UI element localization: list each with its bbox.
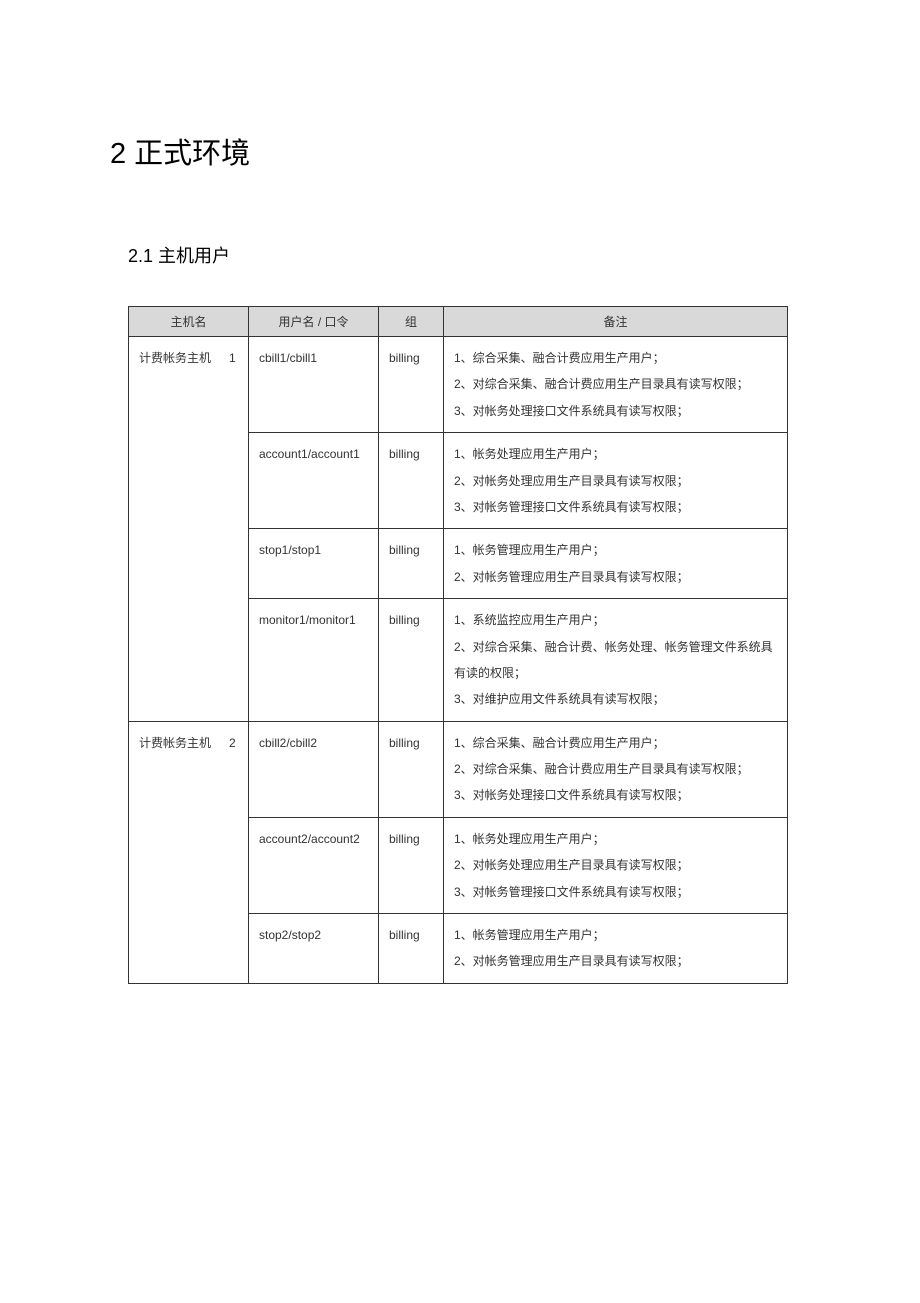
cell-group: billing — [379, 914, 444, 984]
cell-user: monitor1/monitor1 — [249, 599, 379, 722]
cell-remark: 1、系统监控应用生产用户；2、对综合采集、融合计费、帐务处理、帐务管理文件系统具… — [444, 599, 788, 722]
cell-group: billing — [379, 433, 444, 529]
table-header-row: 主机名 用户名 / 口令 组 备注 — [129, 307, 788, 337]
host-name-prefix: 计费帐务主机 — [139, 736, 211, 750]
col-header-host: 主机名 — [129, 307, 249, 337]
section-heading: 2 正式环境 — [110, 130, 792, 172]
cell-user: stop2/stop2 — [249, 914, 379, 984]
col-header-remark: 备注 — [444, 307, 788, 337]
cell-group: billing — [379, 337, 444, 433]
cell-group: billing — [379, 721, 444, 817]
subsection-heading: 2.1 主机用户 — [128, 242, 792, 268]
cell-user: cbill2/cbill2 — [249, 721, 379, 817]
cell-group: billing — [379, 817, 444, 913]
cell-group: billing — [379, 599, 444, 722]
cell-remark: 1、帐务管理应用生产用户；2、对帐务管理应用生产目录具有读写权限； — [444, 529, 788, 599]
cell-user: stop1/stop1 — [249, 529, 379, 599]
document-page: 2 正式环境 2.1 主机用户 主机名 用户名 / 口令 组 备注 计费帐务主机… — [0, 0, 920, 1044]
cell-group: billing — [379, 529, 444, 599]
table-row: 计费帐务主机 2 cbill2/cbill2 billing 1、综合采集、融合计… — [129, 721, 788, 817]
cell-user: account1/account1 — [249, 433, 379, 529]
table-row: 计费帐务主机 1 cbill1/cbill1 billing 1、综合采集、融合计… — [129, 337, 788, 433]
host-name-number: 1 — [229, 345, 236, 371]
table-body: 计费帐务主机 1 cbill1/cbill1 billing 1、综合采集、融合计… — [129, 337, 788, 984]
host-name-number: 2 — [229, 730, 236, 756]
cell-remark: 1、综合采集、融合计费应用生产用户；2、对综合采集、融合计费应用生产目录具有读写… — [444, 337, 788, 433]
cell-user: cbill1/cbill1 — [249, 337, 379, 433]
cell-remark: 1、帐务管理应用生产用户；2、对帐务管理应用生产目录具有读写权限； — [444, 914, 788, 984]
col-header-user: 用户名 / 口令 — [249, 307, 379, 337]
cell-remark: 1、综合采集、融合计费应用生产用户；2、对综合采集、融合计费应用生产目录具有读写… — [444, 721, 788, 817]
cell-host: 计费帐务主机 1 — [129, 337, 249, 722]
cell-host: 计费帐务主机 2 — [129, 721, 249, 983]
cell-remark: 1、帐务处理应用生产用户；2、对帐务处理应用生产目录具有读写权限；3、对帐务管理… — [444, 433, 788, 529]
cell-user: account2/account2 — [249, 817, 379, 913]
host-name-prefix: 计费帐务主机 — [139, 351, 211, 365]
host-users-table: 主机名 用户名 / 口令 组 备注 计费帐务主机 1 cbill1/cbill1 … — [128, 306, 788, 984]
col-header-group: 组 — [379, 307, 444, 337]
cell-remark: 1、帐务处理应用生产用户；2、对帐务处理应用生产目录具有读写权限；3、对帐务管理… — [444, 817, 788, 913]
